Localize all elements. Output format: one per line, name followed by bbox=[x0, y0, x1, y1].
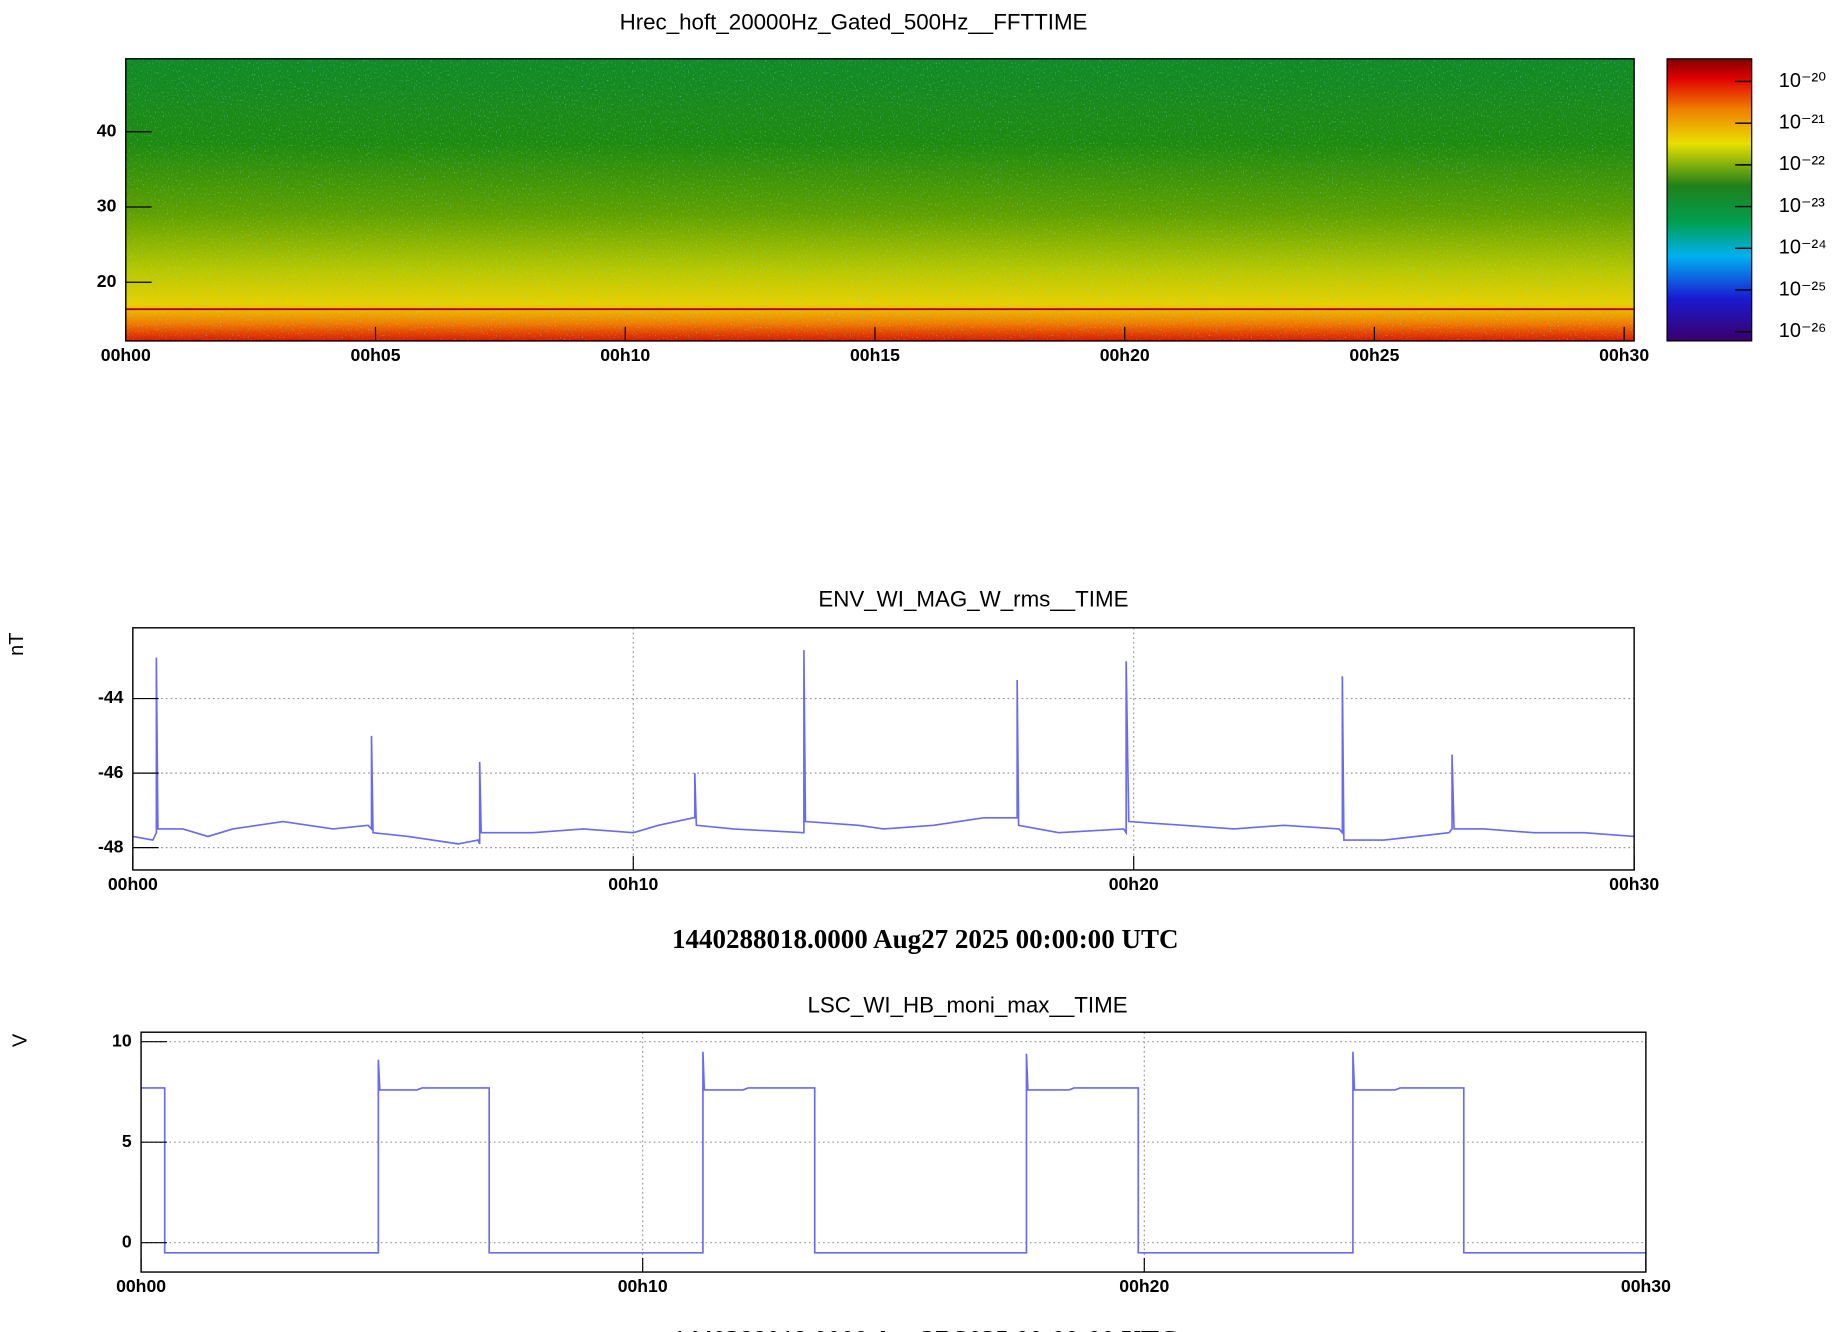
x-tick-label: 00h10 bbox=[618, 1276, 668, 1296]
chart-title: LSC_WI_HB_moni_max__TIME bbox=[807, 992, 1127, 1017]
y-tick-label: -46 bbox=[98, 762, 124, 782]
x-tick-label: 00h00 bbox=[108, 874, 158, 894]
x-tick-label: 00h30 bbox=[1599, 345, 1649, 365]
colorbar-tick-label: 10⁻²¹ bbox=[1779, 111, 1825, 133]
data-line bbox=[132, 650, 1635, 845]
y-tick-label: -48 bbox=[98, 836, 124, 856]
plot-frame bbox=[140, 1031, 1647, 1273]
chart-title: ENV_WI_MAG_W_rms__TIME bbox=[818, 587, 1128, 612]
x-tick-label: 00h20 bbox=[1119, 1276, 1169, 1296]
plots: Hrec_hoft_20000Hz_Gated_500Hz__FFTTIME 10… bbox=[6, 9, 1827, 1332]
x-tick-label: 00h30 bbox=[1621, 1276, 1671, 1296]
colorbar-tick-label: 10⁻²³ bbox=[1779, 195, 1825, 217]
x-tick-label: 00h00 bbox=[101, 345, 151, 365]
y-tick-label: -44 bbox=[98, 687, 124, 707]
x-tick-label: 00h00 bbox=[116, 1276, 166, 1296]
y-tick-label: 5 bbox=[122, 1131, 132, 1151]
colorbar-tick-label: 10⁻²⁵ bbox=[1779, 278, 1827, 300]
x-tick-label: 00h30 bbox=[1609, 874, 1659, 894]
y-tick-label: 40 bbox=[97, 120, 117, 140]
data-line bbox=[141, 1051, 1646, 1254]
colorbar-tick-label: 10⁻²⁶ bbox=[1779, 320, 1827, 342]
x-tick-label: 00h15 bbox=[850, 345, 900, 365]
x-tick-label: 00h05 bbox=[351, 345, 401, 365]
y-tick-label: 0 bbox=[122, 1231, 132, 1251]
colorbar-tick-label: 10⁻²⁴ bbox=[1779, 237, 1827, 259]
x-axis-label: 1440288018.0000 Aug27 2025 00:00:00 UTC bbox=[672, 1325, 1179, 1332]
y-axis-label: V bbox=[9, 1033, 31, 1047]
y-tick-label: 20 bbox=[97, 271, 117, 291]
y-tick-label: 10 bbox=[112, 1030, 132, 1050]
y-axis-label: nT bbox=[6, 633, 28, 656]
colorbar-tick-label: 10⁻²⁰ bbox=[1779, 70, 1826, 92]
colorbar bbox=[1666, 58, 1753, 342]
x-tick-label: 00h25 bbox=[1349, 345, 1399, 365]
x-tick-label: 00h20 bbox=[1100, 345, 1150, 365]
x-tick-label: 00h20 bbox=[1109, 874, 1159, 894]
x-tick-label: 00h10 bbox=[608, 874, 658, 894]
x-axis-label: 1440288018.0000 Aug27 2025 00:00:00 UTC bbox=[672, 924, 1179, 954]
spectrogram-noise bbox=[125, 58, 1635, 341]
x-tick-label: 00h10 bbox=[600, 345, 650, 365]
colorbar-tick-label: 10⁻²² bbox=[1779, 153, 1825, 175]
chart-title: Hrec_hoft_20000Hz_Gated_500Hz__FFTTIME bbox=[620, 9, 1088, 34]
plot-frame bbox=[132, 627, 1635, 871]
y-tick-label: 30 bbox=[97, 196, 117, 216]
plot-frame bbox=[125, 58, 1635, 342]
